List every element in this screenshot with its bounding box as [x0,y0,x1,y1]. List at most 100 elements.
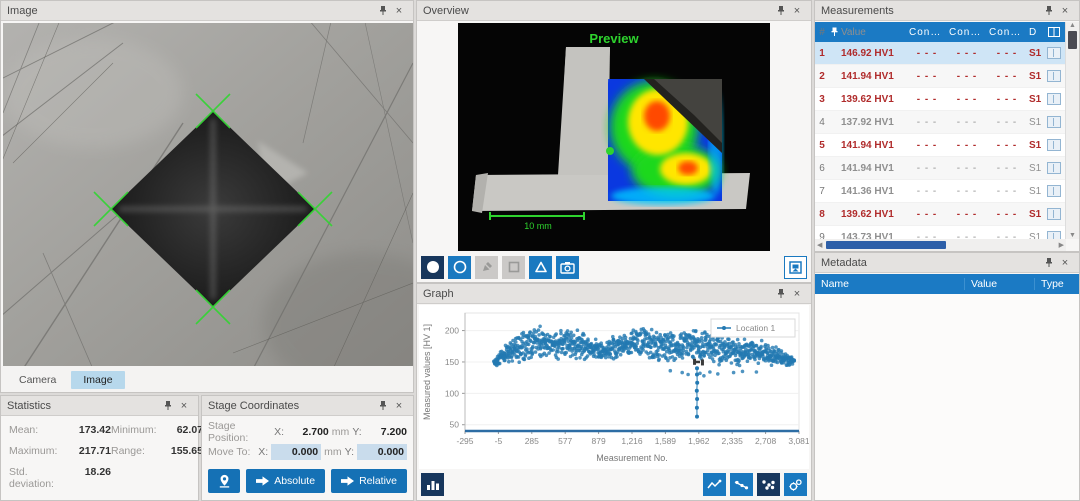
camera-capture-button[interactable] [556,255,579,279]
conversion-1: - - - [916,70,938,82]
report-icon[interactable] [1047,93,1061,105]
scroll-left-icon[interactable]: ◀ [817,242,823,249]
col-conversion-3[interactable]: Convers... [989,26,1027,38]
scrollbar-thumb[interactable] [1068,31,1077,49]
conversion-1: - - - [916,116,938,128]
svg-text:1,962: 1,962 [688,436,710,446]
panel-title: Statistics [7,399,52,412]
close-icon[interactable]: × [1061,256,1069,269]
conversion-3: - - - [996,139,1018,151]
close-icon[interactable]: × [793,287,801,300]
pin-icon[interactable] [773,287,789,301]
measurement-chart[interactable]: 50 100 150 200 -295 -5 285 577 879 1,216 1,589 1,96… [419,305,809,469]
report-icon[interactable] [1047,70,1061,82]
location-pin-icon [217,473,232,489]
svg-text:100: 100 [445,388,459,398]
table-row[interactable]: 6 141.94 HV1 - - - - - - - - - S1 [815,157,1066,180]
pin-icon[interactable] [160,399,176,413]
move-to-label: Move To: [208,446,251,458]
col-d[interactable]: D [1029,26,1037,38]
rectangle-tool-button[interactable] [502,255,525,279]
filled-circle-tool-button[interactable] [421,255,444,279]
chart-settings-gear-button[interactable] [784,473,807,496]
move-y-input[interactable] [357,444,407,460]
report-icon[interactable] [1047,208,1061,220]
histogram-view-button[interactable] [421,473,444,496]
panel-title: Graph [423,287,454,300]
report-icon[interactable] [1047,162,1061,174]
conversion-1: - - - [916,93,938,105]
close-icon[interactable]: × [395,4,403,17]
pin-icon[interactable] [773,4,789,18]
pin-icon[interactable] [375,399,391,413]
arrow-right-icon [256,476,270,486]
scroll-down-icon[interactable]: ▼ [1069,232,1076,239]
tab-camera[interactable]: Camera [19,374,57,386]
col-conversion-2[interactable]: Convers... [949,26,987,38]
col-value[interactable]: Value [965,278,1035,290]
conversion-3: - - - [996,116,1018,128]
report-icon[interactable] [1047,231,1061,239]
stat-value: 62.07 [176,424,203,436]
goto-position-button[interactable] [208,469,241,493]
col-conversion-1[interactable]: Convers... [909,26,947,38]
pin-icon[interactable] [1041,4,1057,18]
scrollbar-thumb[interactable] [826,241,947,249]
d-value: S1 [1029,185,1042,197]
graph-panel: Graph × 50 100 150 200 -295 -5 285 577 879 1,216 1… [416,283,812,501]
overview-preview-image[interactable]: Preview 10 mm [458,23,770,251]
table-row[interactable]: 2 141.94 HV1 - - - - - - - - - S1 [815,65,1066,88]
row-number: 3 [819,93,825,105]
x-axis-label: X: [274,426,284,438]
conversion-1: - - - [916,47,938,59]
close-icon[interactable]: × [180,399,188,412]
scatter-chart-button[interactable] [757,473,780,496]
scroll-right-icon[interactable]: ▶ [1058,242,1064,249]
report-icon[interactable] [1047,47,1061,59]
line-scatter-chart-button[interactable] [730,473,753,496]
table-row[interactable]: 3 139.62 HV1 - - - - - - - - - S1 [815,88,1066,111]
col-report-icon[interactable] [1043,27,1065,37]
measurements-table-header: # Value Convers... Convers... Convers...… [815,22,1066,42]
col-type[interactable]: Type [1041,278,1064,290]
circle-tool-button[interactable] [448,255,471,279]
tab-image[interactable]: Image [71,371,125,389]
arrow-right-icon [341,476,355,486]
metadata-panel: Metadata × Name Value Type [814,252,1080,501]
table-row[interactable]: 4 137.92 HV1 - - - - - - - - - S1 [815,111,1066,134]
pin-icon[interactable] [375,4,391,18]
draw-tool-button[interactable] [475,255,498,279]
line-chart-button[interactable] [703,473,726,496]
close-icon[interactable]: × [1061,4,1069,17]
close-icon[interactable]: × [793,4,801,17]
table-row[interactable]: 9 143.73 HV1 - - - - - - - - - S1 [815,226,1066,239]
move-relative-button[interactable]: Relative [331,469,407,493]
conversion-1: - - - [916,162,938,174]
triangle-tool-button[interactable] [529,255,552,279]
col-value[interactable]: Value [841,26,866,38]
close-icon[interactable]: × [395,399,403,412]
overview-panel: Overview × [416,0,812,283]
move-absolute-button[interactable]: Absolute [246,469,326,493]
horizontal-scrollbar[interactable]: ◀ ▶ [815,239,1066,251]
table-row[interactable]: 1 146.92 HV1 - - - - - - - - - S1 [815,42,1066,65]
report-icon[interactable] [1047,116,1061,128]
export-image-button[interactable] [784,255,807,279]
table-row[interactable]: 8 139.62 HV1 - - - - - - - - - S1 [815,203,1066,226]
pin-icon[interactable] [1041,256,1057,270]
move-x-input[interactable] [271,444,322,460]
report-icon[interactable] [1047,139,1061,151]
preview-label: Preview [589,31,639,46]
report-icon[interactable] [1047,185,1061,197]
microscope-image[interactable] [3,23,413,369]
d-value: S1 [1029,139,1042,151]
table-row[interactable]: 7 141.36 HV1 - - - - - - - - - S1 [815,180,1066,203]
measurement-value: 143.73 HV1 [841,231,894,240]
col-name[interactable]: Name [815,278,965,290]
col-pin-icon[interactable] [829,27,839,37]
scroll-up-icon[interactable]: ▲ [1069,22,1076,29]
vertical-scrollbar[interactable]: ▲ ▼ [1065,22,1079,239]
measurements-table-body: 1 146.92 HV1 - - - - - - - - - S1 2 141.94 HV1 -… [815,42,1066,239]
table-row[interactable]: 5 141.94 HV1 - - - - - - - - - S1 [815,134,1066,157]
col-number[interactable]: # [819,26,825,38]
